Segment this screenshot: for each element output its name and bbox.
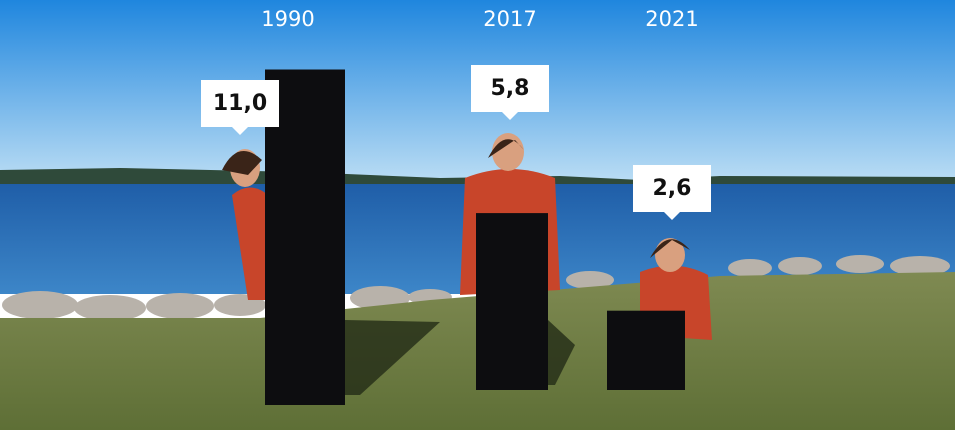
value-label: 2,6: [653, 176, 692, 201]
bar: [607, 311, 685, 390]
year-label: 2021: [645, 7, 698, 31]
year-label: 2017: [483, 7, 536, 31]
bar: [476, 213, 548, 390]
value-label: 5,8: [491, 76, 530, 101]
year-label: 1990: [261, 7, 314, 31]
chart: 1990 11,0 2017 5,8 2021 2,6: [0, 0, 955, 430]
value-label: 11,0: [213, 91, 267, 116]
